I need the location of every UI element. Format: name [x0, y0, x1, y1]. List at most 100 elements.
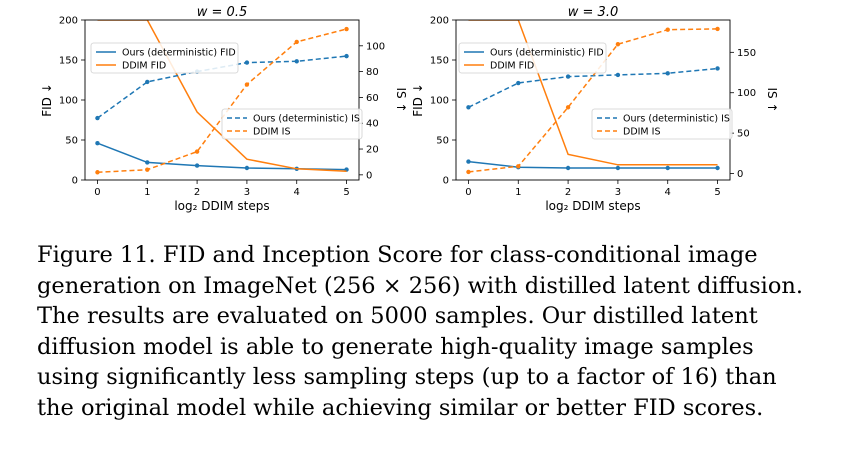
x-tick-label: 3 [244, 187, 250, 198]
x-axis-label: log₂ DDIM steps [174, 199, 269, 213]
y-axis-label-right: IS ↑ [394, 87, 408, 112]
y-tick-label: 200 [59, 16, 78, 27]
y2-tick-label: 60 [366, 93, 379, 104]
data-point [615, 72, 621, 78]
data-point [344, 53, 349, 59]
data-point [145, 160, 150, 165]
x-tick-label: 4 [294, 187, 300, 198]
legend: Ours (deterministic) FID DDIM FID [458, 42, 607, 74]
data-point [244, 82, 250, 87]
y-tick-label: 0 [443, 176, 449, 187]
data-point [715, 165, 720, 171]
data-point [294, 59, 299, 64]
data-point [244, 165, 250, 171]
legend-label: Ours (deterministic) IS [623, 114, 730, 125]
x-tick-label: 0 [94, 187, 100, 198]
x-tick-label: 2 [194, 187, 200, 198]
data-point [194, 163, 200, 168]
y2-tick-label: 0 [366, 170, 372, 181]
data-point [565, 74, 571, 79]
y2-tick-label: 100 [366, 41, 385, 52]
y2-tick-label: 40 [366, 119, 379, 130]
y-tick-label: 50 [65, 136, 78, 147]
y-tick-label: 200 [430, 16, 449, 27]
x-tick-label: 2 [565, 187, 571, 198]
data-point [466, 169, 471, 175]
legend-box [221, 108, 363, 140]
legend: Ours (deterministic) IS DDIM IS [221, 108, 363, 140]
series-line-0 [468, 160, 718, 169]
data-point [344, 26, 349, 32]
data-point [145, 79, 150, 85]
legend-label: DDIM IS [253, 127, 290, 138]
caption-line: the original model while achieving simil… [37, 394, 764, 421]
x-tick-label: 0 [465, 187, 471, 198]
legend: Ours (deterministic) FID DDIM FID [90, 42, 239, 74]
data-point [516, 80, 521, 86]
x-tick-label: 1 [144, 187, 150, 198]
y-axis-label-right: IS ↑ [765, 87, 779, 112]
y2-tick-label: 100 [737, 88, 756, 99]
y2-tick-label: 20 [366, 145, 379, 156]
y-tick-label: 50 [436, 136, 449, 147]
y2-tick-label: 50 [737, 129, 750, 140]
data-point [665, 27, 670, 32]
data-point [145, 167, 150, 172]
x-tick-label: 5 [343, 187, 349, 198]
data-point [665, 165, 670, 171]
data-point [516, 164, 521, 169]
legend-label: Ours (deterministic) FID [490, 48, 604, 59]
caption-line: generation on ImageNet (256 × 256) with … [37, 272, 804, 299]
data-point [244, 60, 250, 65]
figure-caption: Figure 11. FID and Inception Score for c… [37, 240, 827, 423]
chart-title: w = 0.5 [197, 5, 247, 20]
y-axis-label-left: FID ↓ [411, 83, 425, 117]
data-point [615, 42, 621, 47]
y-tick-label: 100 [430, 96, 449, 107]
series-line-3 [468, 28, 718, 173]
data-point [615, 165, 621, 171]
data-point [95, 115, 100, 121]
legend-label: Ours (deterministic) FID [122, 48, 236, 59]
caption-line: The results are evaluated on 5000 sample… [37, 303, 758, 329]
y-tick-label: 150 [59, 56, 78, 67]
x-tick-label: 3 [615, 187, 621, 198]
series-group [466, 20, 720, 175]
y-tick-label: 100 [59, 96, 78, 107]
x-tick-label: 4 [665, 187, 671, 198]
data-point [95, 170, 100, 175]
data-point [565, 105, 571, 110]
legend-label: DDIM FID [490, 61, 534, 72]
y2-tick-label: 150 [737, 48, 756, 59]
data-point [194, 149, 200, 154]
data-point [565, 165, 571, 171]
legend-label: DDIM IS [623, 127, 660, 138]
legend-box [458, 42, 607, 74]
y2-tick-label: 0 [737, 169, 743, 180]
series-line-1 [468, 20, 718, 166]
data-point [95, 141, 100, 146]
caption-line: diffusion model is able to generate high… [37, 333, 754, 360]
legend-box [591, 108, 733, 140]
caption-line: Figure 11. FID and Inception Score for c… [37, 242, 758, 268]
series-line-2 [468, 67, 718, 108]
legend-box [90, 42, 239, 74]
y-tick-label: 0 [72, 176, 78, 187]
y-axis-label-left: FID ↓ [40, 83, 54, 117]
x-tick-label: 5 [714, 187, 720, 198]
x-tick-label: 1 [515, 187, 521, 198]
legend: Ours (deterministic) IS DDIM IS [591, 108, 733, 140]
data-point [715, 66, 720, 71]
chart-title: w = 3.0 [568, 5, 618, 20]
data-point [294, 39, 299, 45]
legend-label: Ours (deterministic) IS [253, 114, 360, 125]
caption-line: using significantly less sampling steps … [37, 364, 777, 390]
data-point [466, 105, 471, 110]
y-tick-label: 150 [430, 56, 449, 67]
x-axis-label: log₂ DDIM steps [545, 199, 640, 213]
data-point [466, 159, 471, 164]
legend-label: DDIM FID [122, 61, 166, 72]
